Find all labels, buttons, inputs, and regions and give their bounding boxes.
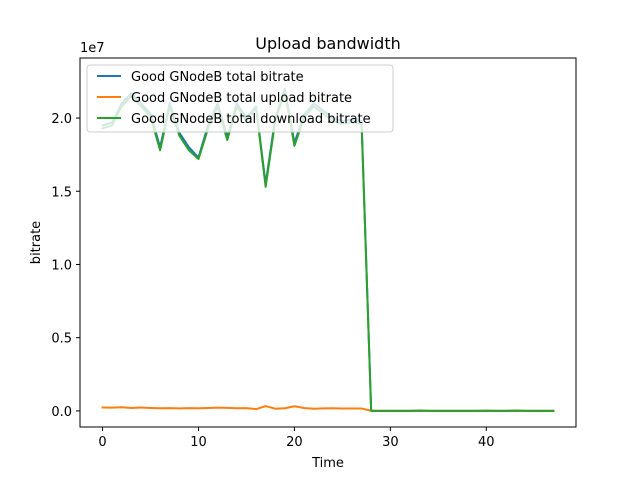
x-tick-label: 20	[286, 435, 303, 450]
x-axis-label: Time	[311, 456, 344, 471]
x-tick-label: 0	[98, 435, 106, 450]
axes-frame	[79, 57, 577, 428]
y-tick-label: 0.0	[51, 405, 72, 420]
legend-box	[86, 64, 394, 133]
y-axis-label: bitrate	[29, 221, 44, 264]
y-tick-label: 0.5	[51, 332, 72, 347]
x-tick-label: 40	[478, 435, 495, 450]
legend: Good GNodeB total bitrate Good GNodeB tot…	[86, 64, 394, 133]
legend-label-2: Good GNodeB total download bitrate	[131, 112, 371, 127]
y-tick-label: 1.0	[51, 258, 72, 273]
x-tick-label: 30	[382, 435, 399, 450]
y-axis: 0.0 0.5 1.0 1.5 2.0	[51, 112, 80, 420]
chart-title: Upload bandwidth	[255, 34, 401, 53]
legend-label-0: Good GNodeB total bitrate	[131, 70, 304, 85]
legend-label-1: Good GNodeB total upload bitrate	[131, 91, 352, 106]
y-tick-label: 2.0	[51, 112, 72, 127]
x-tick-label: 10	[190, 435, 207, 450]
x-axis: 0 10 20 30 40	[98, 427, 495, 450]
y-tick-label: 1.5	[51, 185, 72, 200]
y-offset-text: 1e7	[80, 41, 105, 56]
